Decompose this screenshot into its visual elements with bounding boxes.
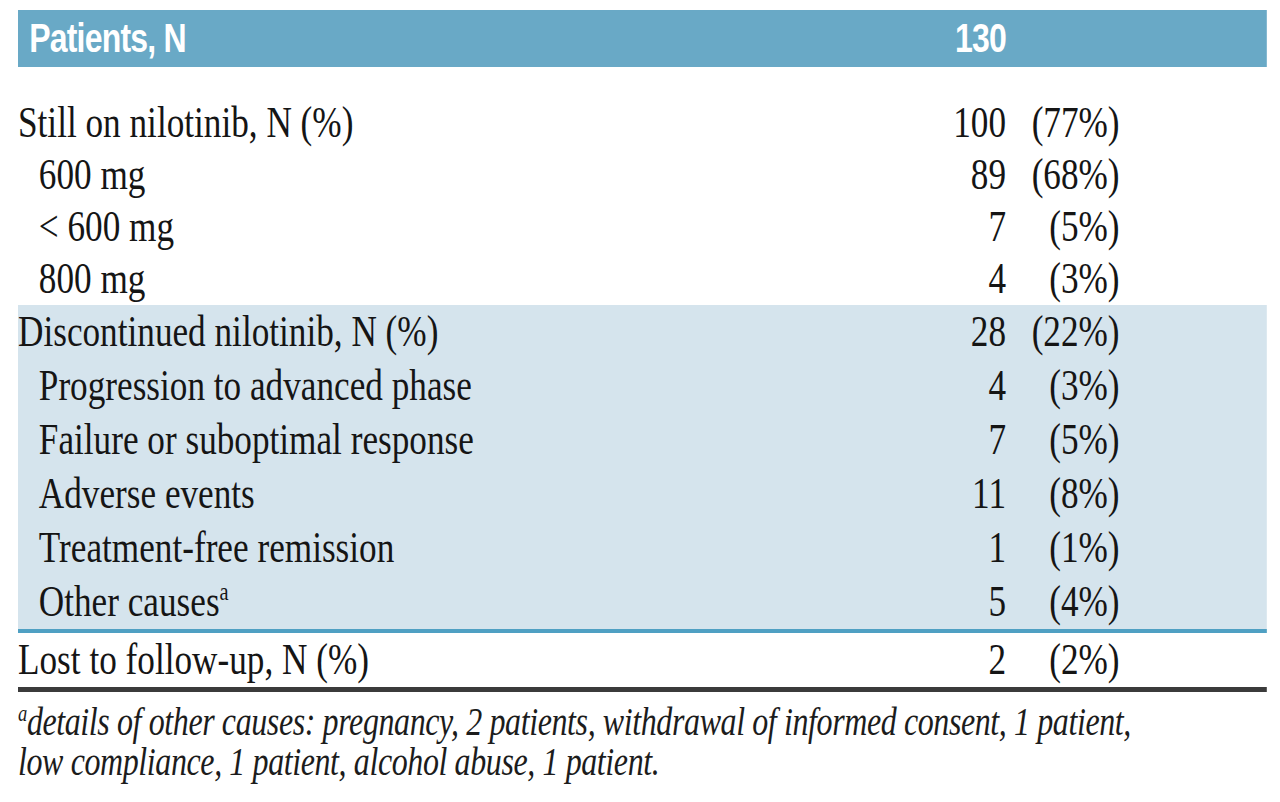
table-header-label: Patients, N (18, 16, 936, 61)
row-pct: (77%) (1020, 101, 1120, 145)
header-gap (18, 67, 1267, 97)
row-label: Discontinued nilotinib, N (%) (18, 310, 936, 354)
row-label: Other causesa (18, 580, 936, 624)
row-pct: (68%) (1020, 153, 1120, 197)
row-count: 4 (936, 364, 1006, 408)
row-pct: (22%) (1020, 310, 1120, 354)
row-pct: (2%) (1020, 638, 1120, 682)
table-row: 600 mg 89 (68%) (18, 149, 1267, 201)
section-lost-to-follow-up: Lost to follow-up, N (%) 2 (2%) (18, 633, 1267, 692)
row-count: 1 (936, 526, 1006, 570)
row-count: 100 (936, 101, 1006, 145)
table-row: Adverse events 11 (8%) (18, 467, 1267, 521)
footnote-line-2: low compliance, 1 patient, alcohol abuse… (18, 742, 1267, 782)
row-count: 2 (936, 638, 1006, 682)
patients-table: Patients, N 130 Still on nilotinib, N (%… (18, 10, 1267, 782)
row-label: Still on nilotinib, N (%) (18, 101, 936, 145)
row-label: Lost to follow-up, N (%) (18, 638, 936, 682)
table-row: Lost to follow-up, N (%) 2 (2%) (18, 633, 1267, 687)
table-row: < 600 mg 7 (5%) (18, 201, 1267, 253)
row-label: Failure or suboptimal response (18, 418, 936, 462)
row-pct: (5%) (1020, 205, 1120, 249)
row-label: 800 mg (18, 257, 936, 301)
row-pct: (4%) (1020, 580, 1120, 624)
footnote-marker: a (220, 577, 229, 606)
table-row: Failure or suboptimal response 7 (5%) (18, 413, 1267, 467)
row-count: 89 (936, 153, 1006, 197)
row-count: 7 (936, 418, 1006, 462)
table-row: Other causesa 5 (4%) (18, 575, 1267, 629)
row-pct: (1%) (1020, 526, 1120, 570)
row-pct: (3%) (1020, 364, 1120, 408)
row-count: 5 (936, 580, 1006, 624)
row-count: 7 (936, 205, 1006, 249)
table-header-value: 130 (936, 16, 1006, 61)
footnote-line-1: adetails of other causes: pregnancy, 2 p… (18, 702, 1267, 742)
row-label: Progression to advanced phase (18, 364, 936, 408)
row-count: 4 (936, 257, 1006, 301)
row-pct: (3%) (1020, 257, 1120, 301)
table-footnote: adetails of other causes: pregnancy, 2 p… (18, 702, 1267, 782)
table-row: Discontinued nilotinib, N (%) 28 (22%) (18, 305, 1267, 359)
table-header-row: Patients, N 130 (18, 10, 1267, 67)
row-pct: (5%) (1020, 418, 1120, 462)
table-row: Progression to advanced phase 4 (3%) (18, 359, 1267, 413)
row-label: 600 mg (18, 153, 936, 197)
section-discontinued-nilotinib: Discontinued nilotinib, N (%) 28 (22%) P… (18, 305, 1267, 633)
table-row: Still on nilotinib, N (%) 100 (77%) (18, 97, 1267, 149)
row-label: Adverse events (18, 472, 936, 516)
row-count: 11 (936, 472, 1006, 516)
section-still-on-nilotinib: Still on nilotinib, N (%) 100 (77%) 600 … (18, 97, 1267, 305)
row-count: 28 (936, 310, 1006, 354)
row-pct: (8%) (1020, 472, 1120, 516)
patients-table-page: Patients, N 130 Still on nilotinib, N (%… (0, 0, 1280, 802)
row-label: < 600 mg (18, 205, 936, 249)
table-row: Treatment-free remission 1 (1%) (18, 521, 1267, 575)
footnote-marker: a (18, 700, 27, 726)
row-label: Treatment-free remission (18, 526, 936, 570)
table-row: 800 mg 4 (3%) (18, 253, 1267, 305)
